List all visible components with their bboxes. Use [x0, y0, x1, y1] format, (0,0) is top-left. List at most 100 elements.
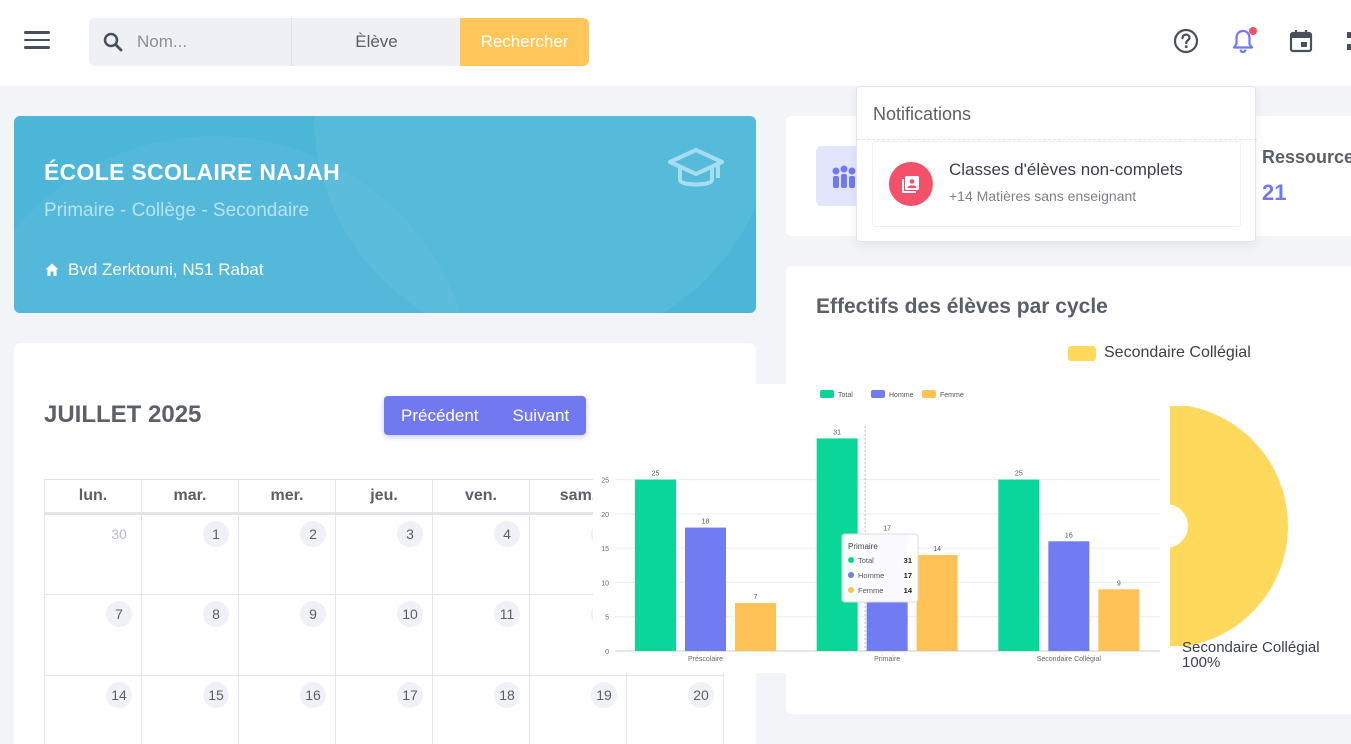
calendar-title: JUILLET 2025	[44, 401, 202, 428]
legend-label: Femme	[940, 392, 964, 399]
y-tick-label: 20	[601, 512, 609, 519]
calendar-day-cell[interactable]: 3	[335, 513, 433, 595]
tooltip-series-name: Femme	[858, 586, 883, 595]
bar-value-label: 9	[1117, 580, 1121, 587]
bar[interactable]	[685, 527, 726, 651]
bar-value-label: 16	[1065, 532, 1073, 539]
y-tick-label: 10	[601, 580, 609, 587]
bar-value-label: 31	[833, 429, 841, 436]
bar-value-label: 7	[754, 594, 758, 601]
calendar-day-number: 4	[494, 521, 520, 547]
calendar-day-cell[interactable]: 10	[335, 594, 433, 676]
bar[interactable]	[916, 555, 958, 651]
weekday-header: mer.	[238, 479, 336, 515]
y-tick-label: 15	[601, 546, 609, 553]
more-icon[interactable]	[1344, 27, 1351, 55]
calendar-day-number: 14	[106, 682, 132, 708]
calendar-day-cell[interactable]: 30	[44, 513, 142, 595]
y-tick-label: 5	[605, 615, 609, 622]
notification-item[interactable]: Classes d'élèves non-complets +14 Matièr…	[872, 141, 1241, 227]
bar[interactable]	[635, 479, 676, 651]
legend-swatch[interactable]	[922, 390, 936, 398]
calendar-day-cell[interactable]: 4	[432, 513, 530, 595]
calendar-day-number: 16	[300, 682, 326, 708]
x-tick-label: Primaire	[874, 656, 900, 663]
school-card: ÉCOLE SCOLAIRE NAJAH Primaire - Collège …	[14, 116, 756, 313]
calendar-day-number: 18	[494, 682, 520, 708]
pie-label-percent: 100%	[1182, 654, 1221, 671]
pie-data-label: Secondaire Collégial 100%	[1182, 640, 1320, 670]
bar[interactable]	[998, 479, 1040, 651]
bar[interactable]	[1048, 541, 1090, 651]
weekday-header: mar.	[141, 479, 239, 515]
effectifs-title: Effectifs des élèves par cycle	[816, 295, 1108, 318]
notification-bell-icon[interactable]	[1229, 27, 1257, 55]
pie-slice[interactable]	[1166, 406, 1288, 646]
tooltip-series-name: Total	[858, 556, 874, 565]
calendar-day-number: 10	[397, 601, 423, 627]
calendar-day-number: 2	[300, 521, 326, 547]
chart-tooltip	[841, 533, 919, 603]
calendar-week: 14 15 16 17 18 19 20	[44, 675, 724, 744]
pie-legend[interactable]: Secondaire Collégial	[1068, 344, 1251, 362]
calendar-day-number: 19	[591, 682, 617, 708]
calendar-day-cell[interactable]: 11	[432, 594, 530, 676]
search-bar: Èlève Rechercher	[89, 18, 589, 66]
legend-swatch[interactable]	[820, 390, 834, 398]
tooltip-value: 17	[904, 571, 912, 580]
calendar-day-number: 3	[397, 521, 423, 547]
calendar-day-number: 8	[203, 601, 229, 627]
tooltip-marker	[848, 587, 854, 593]
school-levels: Primaire - Collège - Secondaire	[44, 200, 310, 221]
calendar-day-cell[interactable]: 18	[432, 675, 530, 744]
legend-swatch[interactable]	[871, 390, 885, 398]
notification-subtitle: +14 Matières sans enseignant	[949, 188, 1137, 204]
school-address-text: Bvd Zerktouni, N51 Rabat	[68, 260, 264, 279]
calendar-day-cell[interactable]: 1	[141, 513, 239, 595]
calendar-day-number: 30	[111, 526, 127, 542]
bar[interactable]	[1098, 589, 1140, 651]
bar[interactable]	[735, 603, 776, 651]
previous-button[interactable]: Précédent	[401, 406, 479, 425]
menu-icon[interactable]	[24, 31, 50, 51]
notifications-dropdown: Notifications Classes d'élèves non-compl…	[856, 86, 1257, 242]
calendar-day-number: 20	[688, 682, 714, 708]
x-tick-label: Secondaire Collégial	[1037, 656, 1102, 663]
home-icon	[45, 263, 59, 276]
weekday-header: lun.	[44, 479, 142, 515]
calendar-day-cell[interactable]: 15	[141, 675, 239, 744]
tooltip-value: 14	[904, 586, 913, 595]
next-button[interactable]: Suivant	[512, 406, 570, 425]
bar-value-label: 14	[933, 546, 941, 553]
legend-label: Total	[838, 392, 853, 399]
calendar-day-cell[interactable]: 8	[141, 594, 239, 676]
x-tick-label: Préscolaire	[688, 656, 723, 663]
calendar-day-cell[interactable]: 9	[238, 594, 336, 676]
pie-legend-swatch	[1068, 345, 1096, 361]
calendar-day-cell[interactable]: 14	[44, 675, 142, 744]
y-tick-label: 0	[605, 649, 609, 656]
calendar-day-number: 11	[494, 601, 520, 627]
calendar-day-number: 1	[203, 521, 229, 547]
calendar-day-cell[interactable]: 2	[238, 513, 336, 595]
calendar-nav: Précédent Suivant	[384, 396, 587, 435]
legend-label: Homme	[889, 392, 914, 399]
help-icon[interactable]	[1172, 27, 1200, 55]
calendar-day-cell[interactable]: 17	[335, 675, 433, 744]
search-input[interactable]	[137, 18, 337, 66]
bar-value-label: 25	[1015, 471, 1023, 478]
calendar-day-cell[interactable]: 7	[44, 594, 142, 676]
calendar-day-cell[interactable]: 20	[626, 675, 724, 744]
calendar-day-number: 7	[106, 601, 132, 627]
tooltip-marker	[848, 572, 854, 578]
calendar-day-number: 9	[300, 601, 326, 627]
graduation-cap-icon	[668, 148, 724, 187]
notifications-title: Notifications	[873, 104, 972, 124]
notification-title: Classes d'élèves non-complets	[949, 160, 1183, 179]
y-tick-label: 25	[601, 478, 609, 485]
search-button[interactable]: Rechercher	[460, 18, 589, 66]
calendar-day-cell[interactable]: 16	[238, 675, 336, 744]
search-type-select[interactable]: Èlève	[291, 18, 461, 66]
calendar-icon[interactable]	[1287, 27, 1315, 55]
calendar-day-cell[interactable]: 19	[529, 675, 627, 744]
